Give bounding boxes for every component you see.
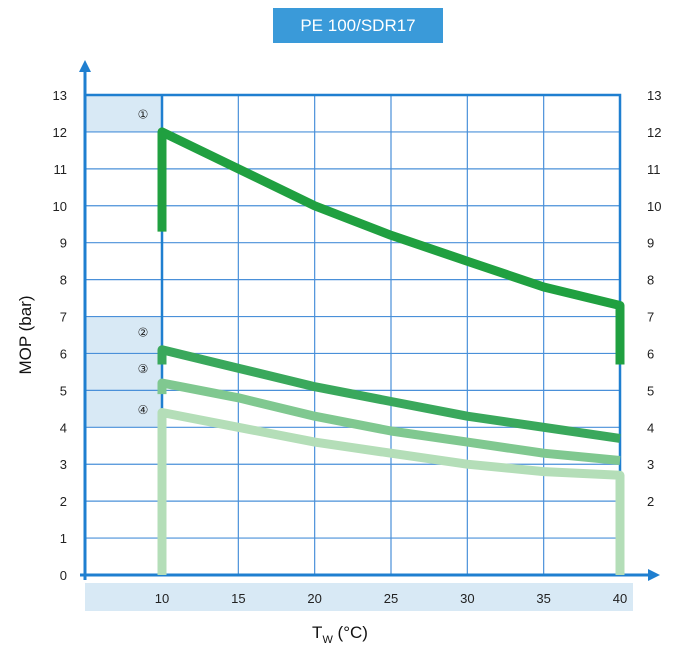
x-tick-label: 30 xyxy=(460,591,474,606)
series-marker: ① xyxy=(138,107,149,121)
y-tick-label-left: 12 xyxy=(53,125,67,140)
x-tick-label: 15 xyxy=(231,591,245,606)
x-tick-label: 40 xyxy=(613,591,627,606)
x-axis-label-unit: (°C) xyxy=(333,623,368,642)
y-tick-label-left: 2 xyxy=(60,494,67,509)
y-tick-label-left: 6 xyxy=(60,346,67,361)
x-tick-label: 25 xyxy=(384,591,398,606)
y-tick-label-right: 9 xyxy=(647,236,654,251)
y-tick-label-right: 2 xyxy=(647,494,654,509)
y-axis-label: MOP (bar) xyxy=(16,295,35,374)
y-tick-label-right: 4 xyxy=(647,420,654,435)
marker-band-1 xyxy=(85,316,162,428)
y-tick-label-left: 10 xyxy=(53,199,67,214)
chart-title: PE 100/SDR17 xyxy=(273,8,443,43)
y-tick-label-left: 7 xyxy=(60,310,67,325)
y-tick-label-right: 7 xyxy=(647,310,654,325)
y-tick-label-right: 10 xyxy=(647,199,661,214)
x-tick-label: 10 xyxy=(155,591,169,606)
x-tick-label: 35 xyxy=(536,591,550,606)
x-axis-label-main: T xyxy=(312,623,322,642)
y-tick-label-left: 3 xyxy=(60,457,67,472)
x-axis-label-sub: W xyxy=(322,634,333,646)
series-line-2 xyxy=(157,345,621,443)
y-tick-label-left: 4 xyxy=(60,420,67,435)
series-line-1 xyxy=(157,127,625,365)
y-axis-arrow xyxy=(79,60,91,72)
y-tick-label-left: 8 xyxy=(60,273,67,288)
y-tick-label-right: 11 xyxy=(647,162,661,177)
y-tick-label-left: 11 xyxy=(54,162,68,177)
x-tick-label: 20 xyxy=(307,591,321,606)
x-axis-band xyxy=(85,583,633,611)
x-axis-arrow xyxy=(648,569,660,581)
y-tick-label-right: 5 xyxy=(647,383,654,398)
series-line-3 xyxy=(157,378,621,465)
y-tick-label-right: 3 xyxy=(647,457,654,472)
y-tick-label-left: 13 xyxy=(53,88,67,103)
y-tick-label-right: 12 xyxy=(647,125,661,140)
series-marker: ③ xyxy=(138,362,149,376)
series-line-4 xyxy=(157,408,625,575)
y-tick-label-right: 8 xyxy=(647,273,654,288)
x-axis-label: TW (°C) xyxy=(312,623,368,646)
y-tick-label-left: 1 xyxy=(60,531,67,546)
y-tick-label-right: 6 xyxy=(647,346,654,361)
y-tick-label-left: 5 xyxy=(60,383,67,398)
y-tick-label-left: 9 xyxy=(60,236,67,251)
marker-band-0 xyxy=(85,95,162,132)
series-marker: ④ xyxy=(138,403,149,417)
y-tick-label-right: 13 xyxy=(647,88,661,103)
series-marker: ② xyxy=(138,325,149,339)
y-tick-label-left: 0 xyxy=(60,568,67,583)
